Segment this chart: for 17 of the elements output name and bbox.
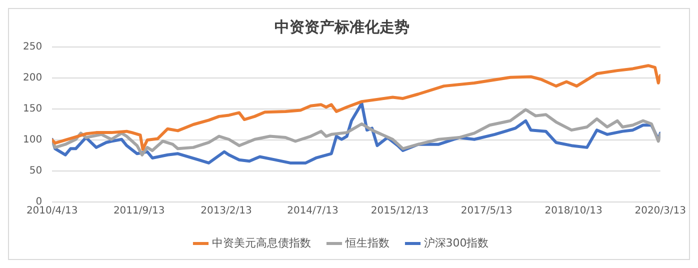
y-tick-label: 200	[22, 72, 42, 84]
x-tick-label: 2017/5/13	[460, 206, 512, 217]
legend-label: 中资美元高息债指数	[212, 236, 311, 250]
x-tick-label: 2013/2/13	[200, 206, 252, 217]
y-tick-label: 150	[22, 104, 42, 115]
x-tick-label: 2018/10/13	[544, 206, 602, 217]
legend-label: 恒生指数	[344, 236, 390, 250]
x-tick-label: 2011/9/13	[113, 206, 165, 217]
x-tick-label: 2014/7/13	[287, 206, 338, 217]
legend-label: 沪深300指数	[424, 236, 489, 250]
y-tick-label: 100	[22, 134, 42, 146]
x-tick-label: 2010/4/13	[26, 206, 78, 217]
y-tick-label: 50	[29, 166, 42, 177]
chart-title: 中资资产标准化走势	[274, 18, 410, 36]
y-tick-label: 250	[22, 42, 42, 53]
x-tick-label: 2020/3/13	[634, 206, 686, 217]
x-tick-label: 2015/12/13	[370, 206, 429, 217]
